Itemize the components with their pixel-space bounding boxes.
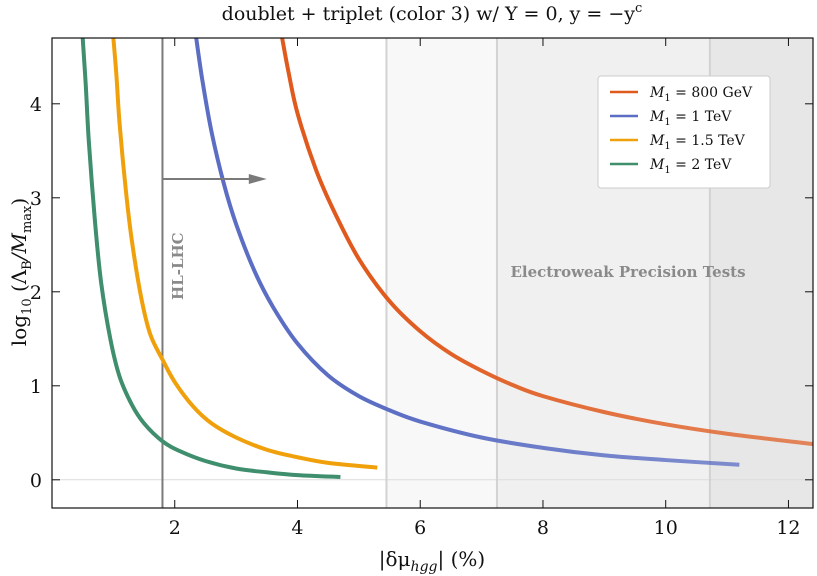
series-line-1 (194, 38, 740, 467)
y-tick-label-2: 2 (30, 282, 42, 304)
x-tick-label-3: 8 (537, 517, 549, 539)
legend-label-2: M1 = 1.5 TeV (649, 133, 746, 152)
series-line-3 (80, 38, 341, 479)
ewpt-label: Electroweak Precision Tests (510, 263, 745, 281)
series-lines (80, 38, 813, 479)
chart-title-superscript: c (635, 1, 642, 16)
legend-label-0: M1 = 800 GeV (649, 85, 753, 104)
x-axis-ticks: 2 4 6 8 10 12 (169, 38, 801, 539)
legend-label-3: M1 = 2 TeV (649, 157, 732, 176)
x-tick-label-2: 6 (414, 517, 426, 539)
chart-title: doublet + triplet (color 3) w/ Y = 0, y … (222, 1, 643, 25)
x-tick-label-5: 12 (776, 517, 800, 539)
legend-box (597, 75, 771, 189)
x-tick-label-1: 4 (291, 517, 303, 539)
y-axis-ticks: 0 1 2 3 4 (30, 94, 813, 492)
plot-frame (51, 37, 814, 509)
hl-lhc-arrow (162, 174, 267, 184)
y-tick-label-3: 3 (30, 188, 42, 210)
arrow-head (248, 174, 267, 184)
hl-lhc-label: HL-LHC (169, 232, 187, 300)
x-tick-label-0: 2 (169, 517, 181, 539)
legend-label-1: M1 = 1 TeV (649, 109, 732, 128)
series-line-2 (111, 38, 378, 470)
x-axis-label: |δμhgg| (%) (379, 547, 485, 575)
y-tick-label-4: 4 (30, 94, 42, 116)
legend: M1 = 800 GeV M1 = 1 TeV M1 = 1.5 TeV M1 = 2… (597, 75, 771, 189)
y-tick-label-0: 0 (30, 470, 42, 492)
y-axis-label: log10 (ΛB/Mmax) (7, 198, 35, 346)
x-tick-label-4: 10 (654, 517, 678, 539)
y-tick-label-1: 1 (30, 376, 42, 398)
series-line-0 (280, 38, 813, 447)
